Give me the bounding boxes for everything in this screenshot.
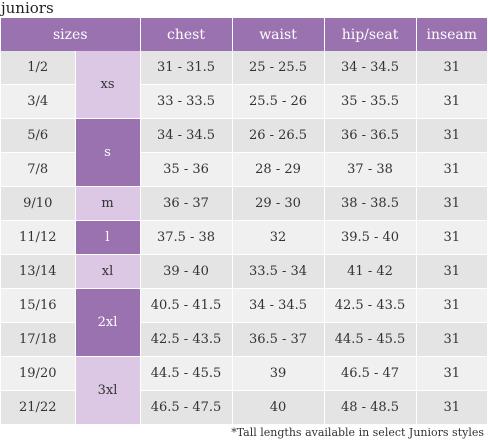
table-row: 11/12 l 37.5 - 38 32 39.5 - 40 31: [1, 220, 488, 255]
chest-cell: 35 - 36: [140, 152, 233, 187]
header-waist: waist: [232, 18, 325, 51]
chest-cell: 39 - 40: [140, 254, 233, 289]
inseam-cell: 31: [416, 254, 488, 289]
table-row: 5/6 s 34 - 34.5 26 - 26.5 36 - 36.5 31: [1, 118, 488, 187]
chest-cell: 40.5 - 41.5: [140, 288, 233, 323]
hip-cell: 46.5 - 47: [324, 356, 417, 391]
table-row: 15/16 2xl 40.5 - 41.5 34 - 34.5 42.5 - 4…: [1, 288, 488, 357]
letter-size-m: m: [75, 186, 141, 221]
size-cell: 7/8: [1, 152, 76, 187]
letter-size-l: l: [75, 220, 141, 255]
header-inseam: inseam: [416, 18, 488, 51]
header-sizes: sizes: [1, 18, 141, 51]
table-row: 1/2 xs 31 - 31.5 25 - 25.5 34 - 34.5 31: [1, 51, 488, 119]
hip-cell: 38 - 38.5: [324, 186, 417, 221]
waist-cell: 26 - 26.5: [232, 118, 325, 153]
chest-cell: 42.5 - 43.5: [140, 322, 233, 357]
inseam-cell: 31: [416, 322, 488, 357]
letter-size-xl: xl: [75, 254, 141, 289]
waist-cell: 34 - 34.5: [232, 288, 325, 323]
waist-cell: 40: [232, 390, 325, 425]
size-cell: 11/12: [1, 220, 76, 255]
hip-cell: 41 - 42: [324, 254, 417, 289]
waist-cell: 36.5 - 37: [232, 322, 325, 357]
size-cell: 19/20: [1, 356, 76, 391]
table-row: 7/8 35 - 36 28 - 29 37 - 38 31: [1, 152, 488, 187]
chest-cell: 44.5 - 45.5: [140, 356, 233, 391]
header-hip-seat: hip/seat: [324, 18, 417, 51]
table-row: 9/10 m 36 - 37 29 - 30 38 - 38.5 31: [1, 186, 488, 221]
size-cell: 5/6: [1, 118, 76, 153]
inseam-cell: 31: [416, 186, 488, 221]
inseam-cell: 31: [416, 152, 488, 187]
hip-cell: 42.5 - 43.5: [324, 288, 417, 323]
page-title: juniors: [1, 0, 54, 17]
hip-cell: 44.5 - 45.5: [324, 322, 417, 357]
inseam-cell: 31: [416, 220, 488, 255]
chest-cell: 46.5 - 47.5: [140, 390, 233, 425]
inseam-cell: 31: [416, 356, 488, 391]
inseam-cell: 31: [416, 118, 488, 153]
size-cell: 1/2: [1, 51, 76, 85]
inseam-cell: 31: [416, 390, 488, 425]
inseam-cell: 31: [416, 84, 488, 119]
hip-cell: 48 - 48.5: [324, 390, 417, 425]
size-cell: 21/22: [1, 390, 76, 425]
footnote: *Tall lengths available in select Junior…: [231, 426, 484, 439]
letter-size-3xl: 3xl: [75, 356, 141, 425]
waist-cell: 29 - 30: [232, 186, 325, 221]
waist-cell: 28 - 29: [232, 152, 325, 187]
hip-cell: 36 - 36.5: [324, 118, 417, 153]
hip-cell: 34 - 34.5: [324, 51, 417, 85]
letter-size-2xl: 2xl: [75, 288, 141, 357]
table-row: 21/22 46.5 - 47.5 40 48 - 48.5 31: [1, 390, 488, 425]
letter-size-s: s: [75, 118, 141, 187]
waist-cell: 39: [232, 356, 325, 391]
waist-cell: 32: [232, 220, 325, 255]
table-row: 19/20 3xl 44.5 - 45.5 39 46.5 - 47 31: [1, 356, 488, 425]
table-row: 17/18 42.5 - 43.5 36.5 - 37 44.5 - 45.5 …: [1, 322, 488, 357]
table-row: 3/4 33 - 33.5 25.5 - 26 35 - 35.5 31: [1, 84, 488, 119]
header-chest: chest: [140, 18, 233, 51]
chest-cell: 37.5 - 38: [140, 220, 233, 255]
waist-cell: 25 - 25.5: [232, 51, 325, 85]
chest-cell: 34 - 34.5: [140, 118, 233, 153]
waist-cell: 25.5 - 26: [232, 84, 325, 119]
waist-cell: 33.5 - 34: [232, 254, 325, 289]
hip-cell: 35 - 35.5: [324, 84, 417, 119]
table-header-row: sizes chest waist hip/seat inseam: [1, 18, 488, 51]
size-cell: 17/18: [1, 322, 76, 357]
size-cell: 9/10: [1, 186, 76, 221]
table-row: 13/14 xl 39 - 40 33.5 - 34 41 - 42 31: [1, 254, 488, 289]
hip-cell: 37 - 38: [324, 152, 417, 187]
inseam-cell: 31: [416, 51, 488, 85]
size-chart-table: sizes chest waist hip/seat inseam 1/2 xs…: [1, 18, 488, 425]
hip-cell: 39.5 - 40: [324, 220, 417, 255]
size-cell: 13/14: [1, 254, 76, 289]
inseam-cell: 31: [416, 288, 488, 323]
letter-size-xs: xs: [75, 51, 141, 119]
size-cell: 15/16: [1, 288, 76, 323]
chest-cell: 31 - 31.5: [140, 51, 233, 85]
chest-cell: 33 - 33.5: [140, 84, 233, 119]
size-cell: 3/4: [1, 84, 76, 119]
chest-cell: 36 - 37: [140, 186, 233, 221]
